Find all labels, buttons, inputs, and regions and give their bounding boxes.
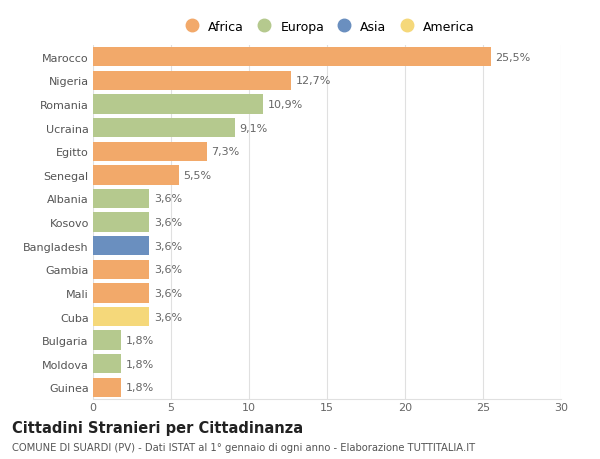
Text: 10,9%: 10,9% — [268, 100, 303, 110]
Bar — [93, 378, 121, 397]
Bar — [93, 72, 291, 91]
Text: 25,5%: 25,5% — [496, 53, 531, 63]
Text: 7,3%: 7,3% — [212, 147, 240, 157]
Bar — [93, 166, 179, 185]
Bar — [93, 213, 149, 232]
Text: 3,6%: 3,6% — [154, 288, 182, 298]
Text: 3,6%: 3,6% — [154, 194, 182, 204]
Text: 5,5%: 5,5% — [184, 170, 212, 180]
Bar — [93, 260, 149, 280]
Bar — [93, 190, 149, 209]
Legend: Africa, Europa, Asia, America: Africa, Europa, Asia, America — [177, 18, 477, 36]
Text: COMUNE DI SUARDI (PV) - Dati ISTAT al 1° gennaio di ogni anno - Elaborazione TUT: COMUNE DI SUARDI (PV) - Dati ISTAT al 1°… — [12, 442, 475, 452]
Bar — [93, 284, 149, 303]
Text: 9,1%: 9,1% — [239, 123, 268, 134]
Text: 3,6%: 3,6% — [154, 218, 182, 228]
Bar — [93, 354, 121, 374]
Text: 1,8%: 1,8% — [126, 336, 154, 346]
Bar — [93, 95, 263, 114]
Text: 1,8%: 1,8% — [126, 359, 154, 369]
Text: Cittadini Stranieri per Cittadinanza: Cittadini Stranieri per Cittadinanza — [12, 420, 303, 435]
Bar — [93, 307, 149, 326]
Bar — [93, 331, 121, 350]
Bar — [93, 119, 235, 138]
Bar — [93, 48, 491, 67]
Bar — [93, 142, 207, 162]
Text: 1,8%: 1,8% — [126, 382, 154, 392]
Text: 12,7%: 12,7% — [296, 76, 331, 86]
Text: 3,6%: 3,6% — [154, 265, 182, 275]
Text: 3,6%: 3,6% — [154, 312, 182, 322]
Bar — [93, 236, 149, 256]
Text: 3,6%: 3,6% — [154, 241, 182, 251]
